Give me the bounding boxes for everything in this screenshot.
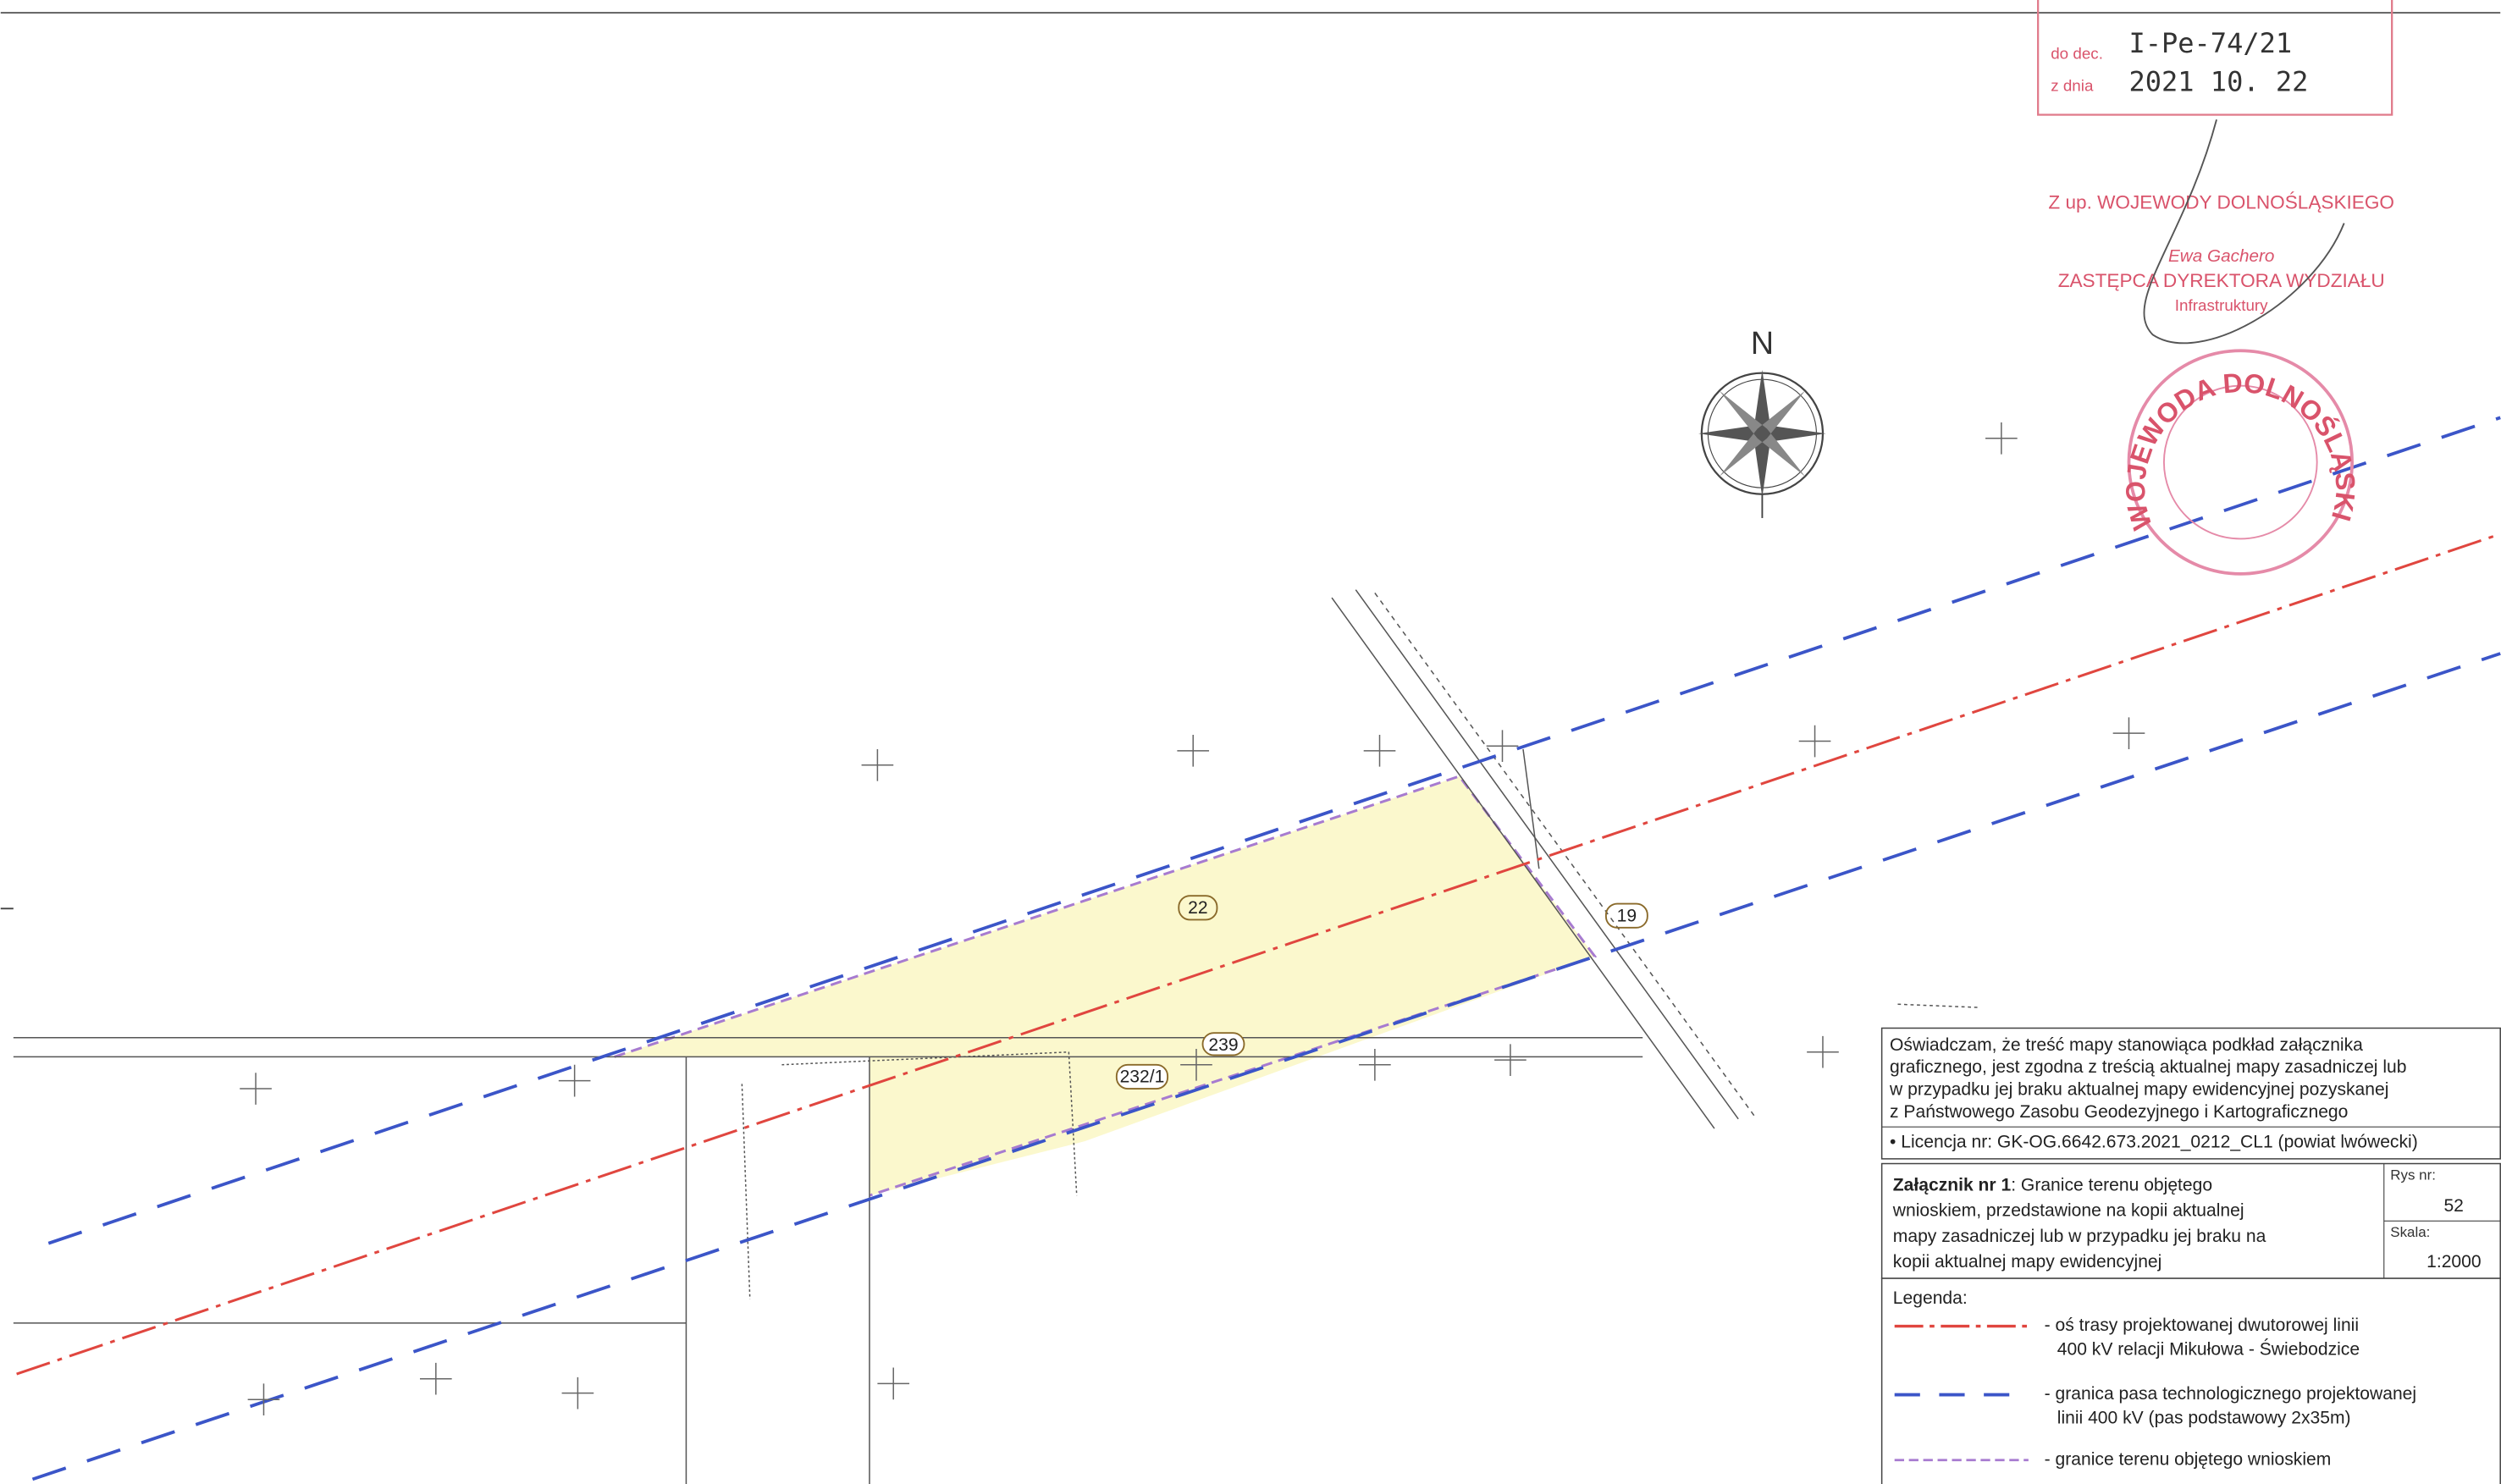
belt-boundary-lower xyxy=(31,652,2501,1481)
scale: 1:2000 xyxy=(2426,1252,2481,1272)
legend-text: - oś trasy projektowanej dwutorowej lini… xyxy=(2045,1316,2359,1335)
statement-box: Oświadczam, że treść mapy stanowiąca pod… xyxy=(1880,1027,2501,1160)
title-rest: : Granice terenu objętego xyxy=(2011,1176,2212,1195)
title-line: Załącznik nr 1: Granice terenu objętego xyxy=(1893,1176,2212,1195)
license: • Licencja nr: GK-OG.6642.673.2021_0212_… xyxy=(1890,1133,2418,1152)
application-area xyxy=(614,775,1595,1196)
legend-title: Legenda: xyxy=(1893,1288,1968,1308)
legend-text: - granice terenu objętego wnioskiem xyxy=(2045,1449,2332,1469)
cadastral-lines xyxy=(13,589,1978,1484)
stamp-label: do dec. xyxy=(2051,45,2103,63)
grid-crosses xyxy=(240,422,2145,1416)
statement-line: graficznego, jest zgodna z treścią aktua… xyxy=(1890,1057,2406,1077)
stamp-line: Ewa Gachero xyxy=(2168,246,2274,266)
statement-line: Oświadczam, że treść mapy stanowiąca pod… xyxy=(1890,1035,2363,1055)
parcel-labels: 22 19 239 232/1 xyxy=(1115,895,1648,1090)
title-bold: Załącznik nr 1 xyxy=(1893,1176,2012,1195)
north-label: N xyxy=(1751,325,1774,361)
scale-label: Skala: xyxy=(2390,1224,2430,1240)
legend-text: - granica pasa technologicznego projekto… xyxy=(2045,1384,2416,1404)
parcel-number: 19 xyxy=(1617,906,1637,925)
parcel-badge xyxy=(1178,895,1218,921)
title-block: Załącznik nr 1: Granice terenu objętego … xyxy=(1880,1162,2501,1279)
parcel-number: 239 xyxy=(1208,1035,1238,1055)
stamp-line: Infrastruktury xyxy=(2175,296,2268,314)
drawing-no: 52 xyxy=(2443,1196,2463,1216)
statement-line: z Państwowego Zasobu Geodezyjnego i Kart… xyxy=(1890,1102,2348,1122)
parcel-badge xyxy=(1115,1063,1169,1090)
legend-text: 400 kV relacji Mikułowa - Świebodzice xyxy=(2057,1338,2360,1359)
stamp-label: z dnia xyxy=(2051,76,2094,94)
title-line: wnioskiem, przedstawione na kopii aktual… xyxy=(1892,1201,2244,1221)
legend-text: linii 400 kV (pas podstawowy 2x35m) xyxy=(2057,1408,2351,1427)
legend: Legenda: - oś trasy projektowanej dwutor… xyxy=(1880,1277,2501,1484)
stamp-line: Z up. WOJEWODY DOLNOŚLĄSKIEGO xyxy=(2048,192,2394,213)
drawing-no-label: Rys nr: xyxy=(2390,1167,2436,1183)
route-axis xyxy=(16,532,2501,1376)
title-line: kopii aktualnej mapy ewidencyjnej xyxy=(1893,1252,2162,1272)
parcel-number: 232/1 xyxy=(1120,1067,1165,1087)
parcel-badge xyxy=(1604,902,1648,929)
title-line: mapy zasadniczej lub w przypadku jej bra… xyxy=(1893,1227,2266,1246)
stamp-number: I-Pe-74/21 xyxy=(2128,27,2292,59)
stamp-line: ZASTĘPCA DYREKTORA WYDZIAŁU xyxy=(2058,270,2385,291)
parcel-number: 22 xyxy=(1188,898,1207,918)
parcel-badge xyxy=(1201,1032,1245,1056)
belt-boundary-upper xyxy=(47,416,2501,1245)
statement-line: w przypadku jej braku aktualnej mapy ewi… xyxy=(1889,1080,2388,1100)
north-arrow: N xyxy=(1698,325,1826,518)
stamp-date: 2021 10. 22 xyxy=(2128,65,2308,97)
application-boundary xyxy=(614,775,1598,1197)
